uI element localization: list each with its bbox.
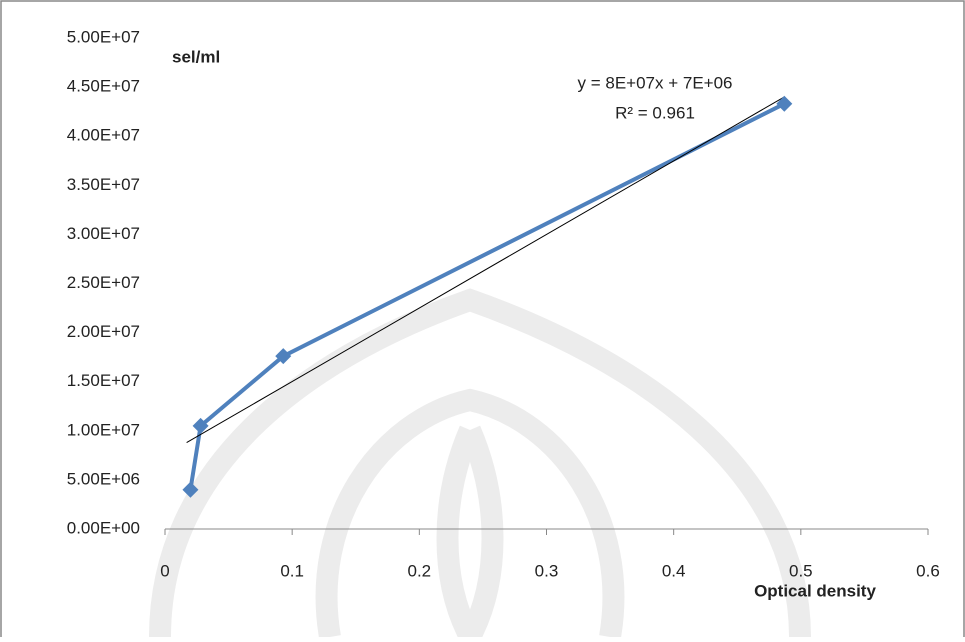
page: {"chart_data": {"type": "scatter-line", …: [0, 0, 965, 637]
x-axis-label: Optical density: [754, 581, 876, 600]
y-tick-label: 3.00E+07: [67, 224, 140, 243]
y-axis-label: sel/ml: [172, 47, 220, 66]
chart: sel/ml Optical density y = 8E+07x + 7E+0…: [0, 0, 965, 637]
x-tick-label: 0: [160, 561, 169, 580]
trendline-equation: y = 8E+07x + 7E+06: [577, 73, 732, 92]
x-tick-label: 0.3: [535, 561, 559, 580]
watermark: [160, 300, 800, 637]
y-tick-label: 4.50E+07: [67, 77, 140, 96]
marker: [776, 96, 792, 112]
x-tick-label: 0.5: [789, 561, 813, 580]
trendline: [187, 97, 785, 443]
y-tick-label: 5.00E+07: [67, 27, 140, 46]
x-tick-label: 0.4: [662, 561, 686, 580]
trendline-r-squared: R² = 0.961: [615, 103, 695, 122]
y-tick-label: 5.00E+06: [67, 469, 140, 488]
y-tick-label: 2.50E+07: [67, 273, 140, 292]
y-tick-label: 1.50E+07: [67, 371, 140, 390]
y-tick-label: 3.50E+07: [67, 175, 140, 194]
x-tick-label: 0.6: [916, 561, 940, 580]
x-tick-label: 0.1: [280, 561, 304, 580]
y-tick-label: 1.00E+07: [67, 420, 140, 439]
y-tick-label: 0.00E+00: [67, 518, 140, 537]
y-tick-label: 4.00E+07: [67, 126, 140, 145]
x-tick-label: 0.2: [408, 561, 432, 580]
y-tick-label: 2.00E+07: [67, 322, 140, 341]
